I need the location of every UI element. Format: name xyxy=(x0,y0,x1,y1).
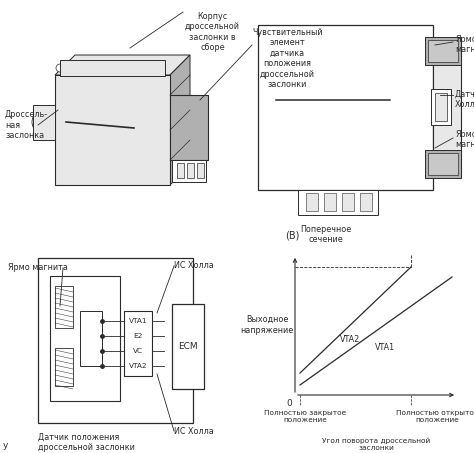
Bar xyxy=(258,25,433,190)
Circle shape xyxy=(283,50,383,150)
Circle shape xyxy=(56,64,64,72)
Text: E2: E2 xyxy=(133,333,143,339)
Bar xyxy=(435,93,447,121)
Circle shape xyxy=(164,332,172,340)
Bar xyxy=(50,276,120,401)
Bar xyxy=(80,311,102,366)
Text: VTA2: VTA2 xyxy=(340,336,360,344)
Bar xyxy=(55,348,73,386)
Bar xyxy=(324,193,336,211)
Text: Ярмо магнита: Ярмо магнита xyxy=(8,264,68,273)
Text: (B): (B) xyxy=(285,230,300,240)
Polygon shape xyxy=(170,55,190,185)
Text: 0: 0 xyxy=(286,399,292,408)
Circle shape xyxy=(70,95,130,155)
Bar xyxy=(433,40,461,175)
Bar xyxy=(38,258,193,423)
Circle shape xyxy=(164,362,172,370)
Text: VTA1: VTA1 xyxy=(128,318,147,324)
Bar xyxy=(342,193,354,211)
Text: ИС Холла: ИС Холла xyxy=(174,427,214,435)
Bar xyxy=(55,75,170,185)
Text: ИС Холла: ИС Холла xyxy=(174,261,214,270)
Bar xyxy=(172,304,204,389)
Bar xyxy=(33,105,55,140)
Text: Датчик положения
дроссельной заслонки: Датчик положения дроссельной заслонки xyxy=(38,433,135,453)
Text: Дроссель-
ная
заслонка: Дроссель- ная заслонка xyxy=(5,110,48,140)
Bar xyxy=(170,95,208,160)
Text: VC: VC xyxy=(133,348,143,354)
Text: y: y xyxy=(3,441,9,450)
Text: Полностью закрытое
положение: Полностью закрытое положение xyxy=(264,410,346,423)
Bar xyxy=(60,60,165,76)
Text: Чувствительный
элемент
датчика
положения
дроссельной
заслонки: Чувствительный элемент датчика положения… xyxy=(252,28,323,89)
Text: Корпус
дроссельной
заслонки в
сборе: Корпус дроссельной заслонки в сборе xyxy=(185,12,240,52)
Polygon shape xyxy=(55,55,190,75)
Bar xyxy=(431,89,451,125)
Bar xyxy=(298,190,378,215)
Text: Поперечное
сечение: Поперечное сечение xyxy=(301,225,352,245)
Circle shape xyxy=(70,63,80,73)
Circle shape xyxy=(164,347,172,355)
Bar xyxy=(124,311,152,376)
Text: Полностью открытое
положение: Полностью открытое положение xyxy=(396,410,474,423)
Bar xyxy=(187,163,194,178)
Circle shape xyxy=(82,107,118,143)
Bar xyxy=(428,40,458,62)
Text: VTA1: VTA1 xyxy=(375,342,395,352)
Text: Датчик
Холла: Датчик Холла xyxy=(455,90,474,110)
Bar xyxy=(55,286,73,328)
Text: Ярмо
магнита: Ярмо магнита xyxy=(455,35,474,54)
Circle shape xyxy=(58,83,142,167)
Circle shape xyxy=(32,110,56,134)
Bar xyxy=(306,193,318,211)
Bar xyxy=(177,163,184,178)
Text: Ярмо
магнита: Ярмо магнита xyxy=(455,130,474,149)
Text: Выходное
напряжение: Выходное напряжение xyxy=(240,315,293,335)
Bar xyxy=(425,37,461,65)
Bar xyxy=(360,193,372,211)
Circle shape xyxy=(303,70,363,130)
Text: Угол поворота дроссельной
заслонки: Угол поворота дроссельной заслонки xyxy=(322,437,430,450)
Circle shape xyxy=(140,63,150,73)
Text: ECM: ECM xyxy=(178,342,198,351)
Bar xyxy=(425,150,461,178)
Bar xyxy=(428,153,458,175)
Bar xyxy=(197,163,204,178)
Bar xyxy=(172,160,206,182)
Circle shape xyxy=(271,38,395,162)
Text: VTA2: VTA2 xyxy=(128,363,147,369)
Circle shape xyxy=(164,317,172,325)
